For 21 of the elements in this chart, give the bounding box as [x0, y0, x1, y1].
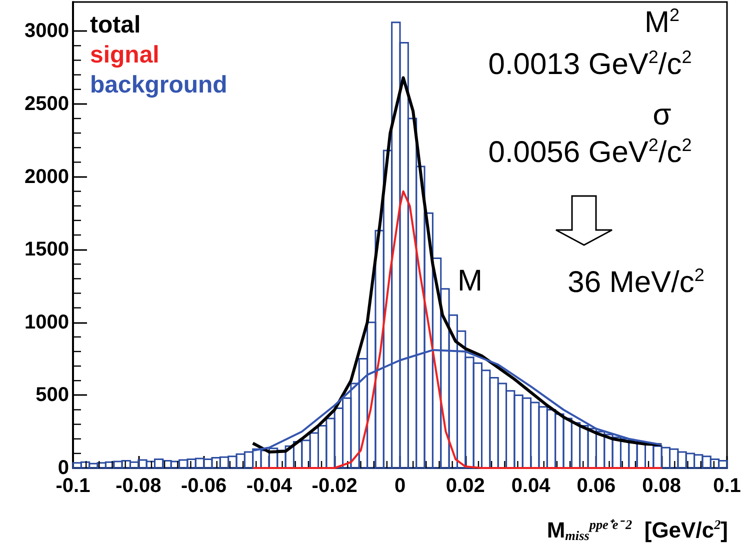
y-tick-label: 2500 [24, 92, 69, 115]
x-tick-label: 0 [394, 475, 406, 497]
x-tick-label: 0.08 [642, 475, 682, 497]
x-tick-label: -0.06 [181, 475, 227, 497]
text: signal [90, 42, 160, 68]
text: background [90, 72, 228, 98]
x-tick-label: -0.08 [116, 475, 162, 497]
x-tick-label: 0.04 [511, 475, 552, 497]
y-tick-label: 2000 [24, 166, 69, 188]
text: total [90, 12, 141, 38]
x-tick-label: -0.04 [246, 475, 293, 497]
x-tick-label: -0.02 [312, 475, 358, 497]
x-tick-label: 0.1 [713, 475, 741, 497]
y-tick-label: 1500 [24, 238, 69, 261]
y-tick-label: 500 [36, 384, 69, 406]
x-tick-label: 0.02 [446, 475, 485, 497]
x-tick-label: 0.06 [576, 475, 616, 497]
y-tick-label: 3000 [24, 20, 69, 42]
annotation: M [458, 264, 482, 298]
y-tick-label: 1000 [24, 311, 69, 334]
annotation: σ [652, 98, 672, 132]
